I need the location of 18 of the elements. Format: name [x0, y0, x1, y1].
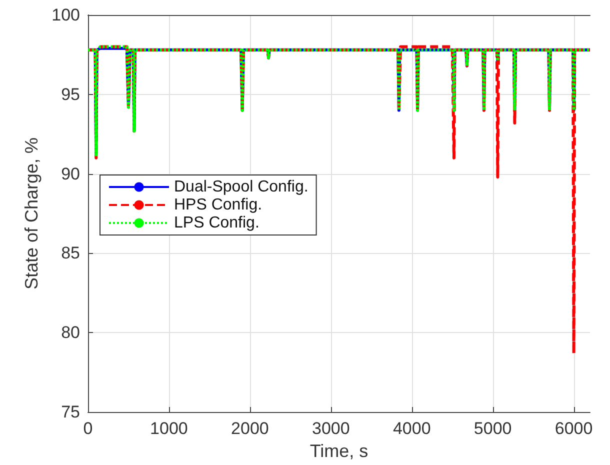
- x-tick-label: 1000: [150, 419, 188, 438]
- x-tick-label: 0: [83, 419, 93, 438]
- x-tick-label: 2000: [231, 419, 269, 438]
- legend-label: Dual-Spool Config.: [174, 178, 308, 196]
- x-tick-label: 6000: [554, 419, 593, 438]
- y-tick-label: 100: [52, 6, 80, 24]
- legend-label: LPS Config.: [174, 214, 260, 232]
- x-tick-label: 5000: [474, 419, 512, 438]
- y-tick-label: 95: [61, 84, 80, 104]
- y-tick-label: 75: [61, 402, 80, 422]
- y-tick-label: 85: [61, 244, 80, 263]
- legend-label: HPS Config.: [174, 196, 262, 214]
- y-tick-label: 90: [61, 164, 80, 184]
- y-axis-title: State of Charge, %: [22, 137, 42, 290]
- y-tick-label: 80: [61, 323, 80, 342]
- x-tick-label: 4000: [392, 419, 431, 438]
- x-axis-title: Time, s: [310, 441, 368, 461]
- x-tick-label: 3000: [312, 419, 350, 438]
